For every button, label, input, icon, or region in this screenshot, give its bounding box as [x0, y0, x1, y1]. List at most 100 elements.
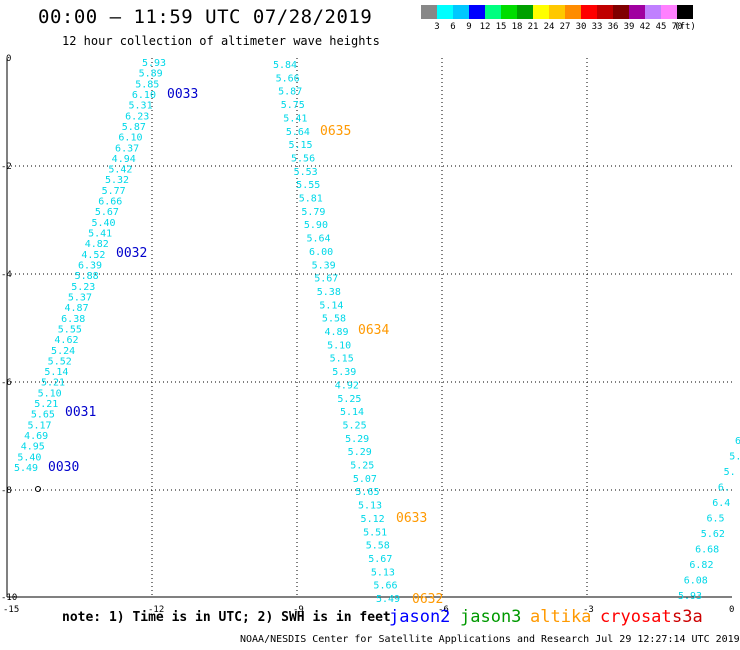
y-tick-label: 0: [6, 54, 11, 64]
scale-label: (ft): [674, 22, 696, 32]
scale-swatch: [661, 5, 677, 19]
swh-value: 6.66: [98, 197, 122, 208]
scale-swatch: [437, 5, 453, 19]
pass-label: 0632: [412, 592, 443, 607]
swh-value: 5.53: [294, 167, 318, 178]
swh-value: 5.17: [27, 420, 51, 431]
swh-value: 5.25: [343, 420, 367, 431]
scale-swatch: [565, 5, 581, 19]
pass-label: 0033: [167, 87, 198, 102]
swh-value: 5.79: [301, 207, 325, 218]
footer-note: note: 1) Time is in UTC; 2) SWH is in fe…: [62, 610, 391, 625]
swh-value: 6.08: [684, 576, 708, 587]
swh-value: 4.82: [85, 239, 109, 250]
swh-value: 6: [735, 436, 740, 447]
swh-value: 6.68: [695, 545, 719, 556]
swh-value: 5.64: [286, 127, 310, 138]
scale-swatch: [453, 5, 469, 19]
swh-value: 5.37: [68, 292, 92, 303]
legend-jason3: jason3: [460, 607, 522, 627]
scale-swatch: [501, 5, 517, 19]
swh-value: 5.56: [291, 153, 315, 164]
scale-label: 15: [495, 22, 507, 32]
swh-value: 5.13: [358, 501, 382, 512]
track-start-marker: [35, 486, 41, 492]
swh-value: 5.32: [105, 175, 129, 186]
legend-altika: altika: [530, 607, 592, 627]
swh-value: 5.84: [273, 60, 297, 71]
x-tick-label: -6: [438, 605, 449, 615]
swh-value: 6.82: [689, 560, 713, 571]
scale-label: 6: [450, 22, 456, 32]
scale-swatch: [469, 5, 485, 19]
swh-value: 5.87: [122, 122, 146, 133]
scale-label: 21: [527, 22, 539, 32]
swh-value: 6.00: [309, 247, 333, 258]
pass-label: 0030: [48, 460, 79, 475]
swh-value: 5.55: [296, 180, 320, 191]
legend-jason2: jason2: [389, 607, 451, 627]
scale-label: 70: [671, 22, 683, 32]
scale-label: 36: [607, 22, 619, 32]
swh-value: 4.52: [81, 250, 105, 261]
swh-value: 6.39: [78, 261, 102, 272]
scale-swatch: [597, 5, 613, 19]
swh-value: 5.: [729, 452, 740, 463]
swh-value: 5.58: [322, 314, 346, 325]
scale-label: 33: [591, 22, 603, 32]
swh-value: 5.85: [135, 79, 159, 90]
swh-value: 6.10: [132, 90, 156, 101]
swh-value: 5.42: [108, 165, 132, 176]
swh-value: 5.67: [95, 207, 119, 218]
swh-value: 5.14: [340, 407, 364, 418]
swh-value: 5.67: [368, 554, 392, 565]
swh-value: 5.93: [142, 58, 166, 69]
swh-value: 5.40: [91, 218, 115, 229]
swh-value: 5.52: [48, 356, 72, 367]
scale-label: 12: [479, 22, 491, 32]
swh-value: 4.95: [21, 442, 45, 453]
swh-value: 5.14: [44, 367, 68, 378]
swh-value: 5.31: [129, 101, 153, 112]
y-tick-label: -8: [1, 486, 12, 496]
swh-value: 5.29: [348, 447, 372, 458]
legend-cryosat: cryosat: [600, 607, 672, 627]
swh-value: 5.66: [373, 581, 397, 592]
swh-value: 5.87: [278, 87, 302, 98]
swh-value: 4.87: [65, 303, 89, 314]
swh-value: 5.14: [319, 300, 343, 311]
scale-swatch: [645, 5, 661, 19]
swh-value: 5.75: [281, 100, 305, 111]
swh-value: 5.55: [58, 324, 82, 335]
scale-label: 18: [511, 22, 523, 32]
scale-swatch: [421, 5, 437, 19]
swh-value: 5.21: [34, 399, 58, 410]
scale-label: 3: [434, 22, 440, 32]
swh-value: 5.39: [312, 260, 336, 271]
scale-label: 39: [623, 22, 635, 32]
scale-label: 45: [655, 22, 667, 32]
pass-label: 0633: [396, 511, 427, 526]
chart-subtitle: 12 hour collection of altimeter wave hei…: [62, 34, 380, 48]
swh-value: 5.65: [31, 410, 55, 421]
swh-value: 5.81: [299, 194, 323, 205]
swh-value: 4.89: [325, 327, 349, 338]
scale-label: 27: [559, 22, 571, 32]
swh-value: 5.12: [361, 514, 385, 525]
scale-swatch: [629, 5, 645, 19]
chart-title: 00:00 – 11:59 UTC 07/28/2019: [38, 6, 373, 28]
swh-value: 5.88: [75, 271, 99, 282]
swh-value: 5.66: [276, 73, 300, 84]
swh-value: 5.24: [51, 346, 75, 357]
swh-value: 6.23: [125, 111, 149, 122]
scale-swatch: [581, 5, 597, 19]
pass-label: 0635: [320, 124, 351, 139]
swh-value: 5.39: [332, 367, 356, 378]
color-scale-labels: 3 6 9 12 15 18 21 24 27 30 33 36 39 42 45 70 (ft): [421, 22, 740, 34]
swh-value: 5.07: [353, 474, 377, 485]
swh-value: 5.62: [701, 529, 725, 540]
scale-label: 42: [639, 22, 651, 32]
scale-swatch: [613, 5, 629, 19]
swh-value: 5.23: [71, 282, 95, 293]
swh-value: 4.94: [112, 154, 136, 165]
